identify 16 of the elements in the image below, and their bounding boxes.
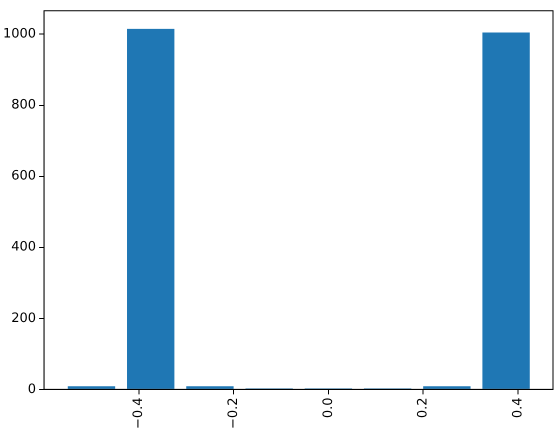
y-tick-label: 400 bbox=[11, 240, 36, 255]
bar bbox=[482, 32, 530, 389]
bar bbox=[68, 386, 116, 389]
y-tick-label: 0 bbox=[28, 382, 36, 397]
x-tick-label: −0.2 bbox=[226, 397, 241, 430]
bar bbox=[423, 386, 471, 389]
y-tick-label: 1000 bbox=[2, 26, 36, 42]
x-tick-label: 0.2 bbox=[416, 397, 431, 418]
x-tick-label: −0.4 bbox=[131, 397, 146, 430]
bar bbox=[186, 386, 234, 389]
y-tick-label: 600 bbox=[11, 168, 36, 184]
x-tick-label: 0.0 bbox=[320, 397, 336, 418]
bar bbox=[127, 28, 174, 389]
y-tick-label: 800 bbox=[11, 98, 36, 113]
x-tick-label: 0.4 bbox=[510, 397, 526, 418]
y-tick-label: 200 bbox=[11, 310, 36, 326]
